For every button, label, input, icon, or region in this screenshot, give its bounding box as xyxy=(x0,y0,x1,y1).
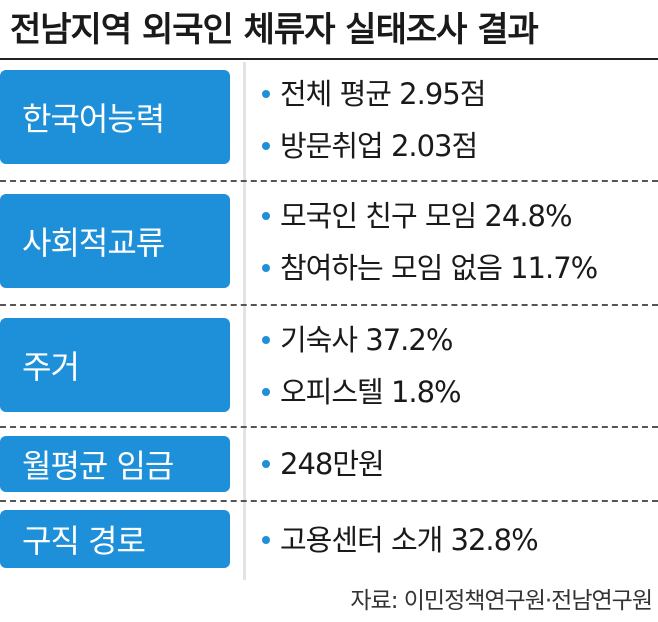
column-divider xyxy=(243,62,246,580)
bullet-dot-icon xyxy=(262,90,270,98)
category-label-housing: 주거 xyxy=(0,318,230,412)
bullet-dot-icon xyxy=(262,388,270,396)
list-item: 기숙사 37.2% xyxy=(262,320,453,360)
item-text: 기숙사 37.2% xyxy=(280,323,453,357)
source-note: 자료: 이민정책연구원·전남연구원 xyxy=(350,588,653,614)
category-label-job-search-route: 구직 경로 xyxy=(0,510,230,568)
list-item: 방문취업 2.03점 xyxy=(262,126,478,166)
item-text: 참여하는 모임 없음 11.7% xyxy=(280,251,598,285)
item-text: 오피스텔 1.8% xyxy=(280,375,462,409)
list-item: 고용센터 소개 32.8% xyxy=(262,520,539,560)
item-text: 전체 평균 2.95점 xyxy=(280,77,486,111)
list-item: 참여하는 모임 없음 11.7% xyxy=(262,248,598,288)
page-title: 전남지역 외국인 체류자 실태조사 결과 xyxy=(10,10,539,50)
category-label-korean-ability: 한국어능력 xyxy=(0,70,230,164)
bullet-dot-icon xyxy=(262,142,270,150)
row-separator xyxy=(0,304,658,306)
category-label-average-wage: 월평균 임금 xyxy=(0,436,230,492)
list-item: 모국인 친구 모임 24.8% xyxy=(262,196,573,236)
title-rule xyxy=(0,58,658,60)
bullet-dot-icon xyxy=(262,536,270,544)
list-item: 248만원 xyxy=(262,444,385,484)
row-separator xyxy=(0,426,658,428)
item-text: 모국인 친구 모임 24.8% xyxy=(280,199,573,233)
category-label-social-exchange: 사회적교류 xyxy=(0,194,230,288)
bullet-dot-icon xyxy=(262,336,270,344)
item-text: 고용센터 소개 32.8% xyxy=(280,523,539,557)
item-text: 248만원 xyxy=(280,447,385,481)
item-text: 방문취업 2.03점 xyxy=(280,129,478,163)
list-item: 전체 평균 2.95점 xyxy=(262,74,486,114)
bullet-dot-icon xyxy=(262,460,270,468)
bullet-dot-icon xyxy=(262,264,270,272)
list-item: 오피스텔 1.8% xyxy=(262,372,462,412)
row-separator xyxy=(0,500,658,502)
bullet-dot-icon xyxy=(262,212,270,220)
row-separator xyxy=(0,180,658,182)
